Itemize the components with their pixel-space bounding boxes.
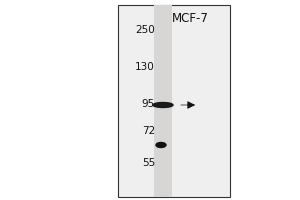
Text: 250: 250 [135, 25, 155, 35]
Text: 95: 95 [142, 99, 155, 109]
Text: 72: 72 [142, 126, 155, 136]
Bar [154, 5, 172, 197]
Bar [118, 5, 230, 197]
Text: MCF-7: MCF-7 [172, 12, 208, 25]
Ellipse shape [153, 102, 173, 108]
Text: 130: 130 [135, 62, 155, 72]
Text: 55: 55 [142, 158, 155, 168]
Ellipse shape [156, 142, 166, 148]
